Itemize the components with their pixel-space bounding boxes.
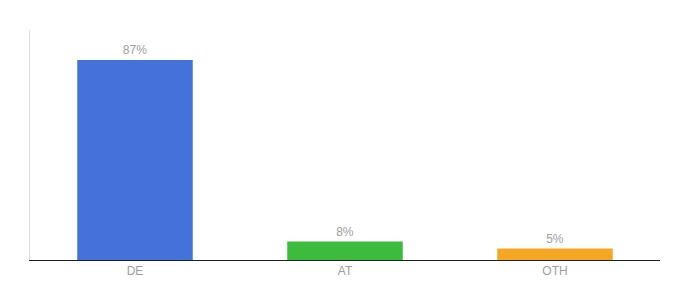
svg-text:AT: AT: [338, 264, 353, 278]
svg-text:8%: 8%: [336, 225, 354, 239]
svg-text:5%: 5%: [546, 232, 564, 246]
svg-text:87%: 87%: [123, 43, 147, 57]
svg-text:DE: DE: [127, 264, 144, 278]
svg-text:OTH: OTH: [542, 264, 567, 278]
